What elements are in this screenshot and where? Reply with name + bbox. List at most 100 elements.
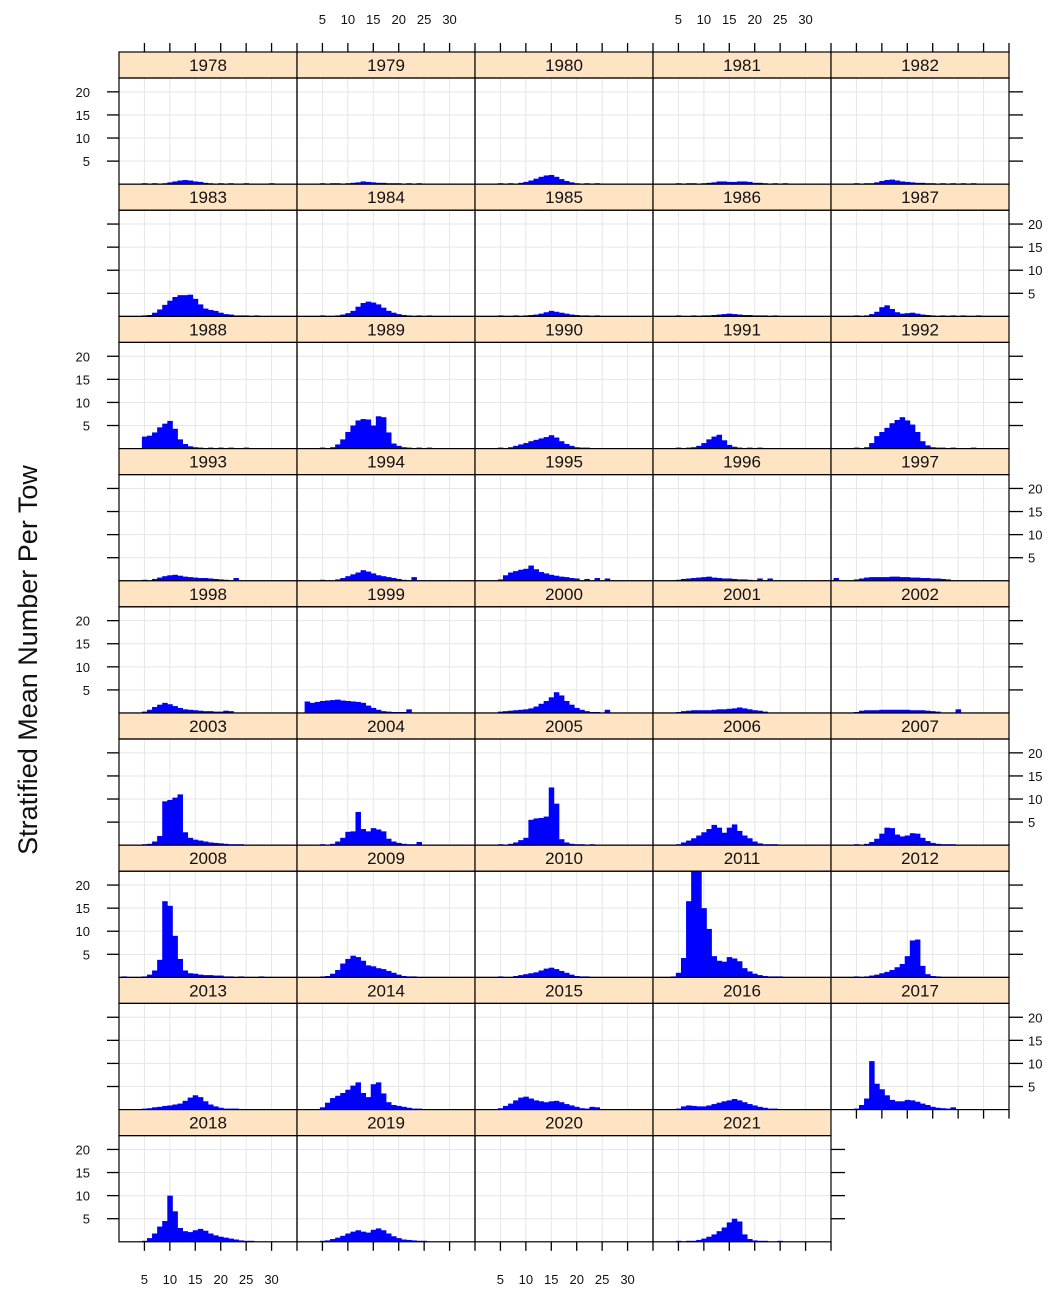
bar bbox=[543, 573, 550, 581]
bar bbox=[686, 901, 692, 978]
y-tick-label: 5 bbox=[83, 154, 90, 169]
bar bbox=[569, 1105, 575, 1110]
bar bbox=[146, 315, 153, 317]
bar bbox=[879, 307, 885, 317]
bar bbox=[167, 1195, 173, 1242]
bar bbox=[167, 575, 173, 581]
bar bbox=[858, 710, 865, 713]
bar bbox=[757, 182, 763, 185]
bar bbox=[691, 871, 697, 978]
bar bbox=[930, 711, 936, 713]
bar bbox=[319, 1107, 326, 1110]
bar bbox=[202, 578, 209, 581]
bar bbox=[350, 1231, 356, 1242]
bar bbox=[747, 181, 753, 185]
bar bbox=[141, 711, 148, 713]
panel-frame bbox=[118, 738, 298, 846]
bar bbox=[375, 829, 382, 846]
bar bbox=[747, 1239, 753, 1242]
bar bbox=[899, 181, 906, 185]
bar bbox=[548, 174, 555, 185]
bar bbox=[345, 576, 351, 581]
strip-label: 2000 bbox=[545, 585, 583, 604]
bar bbox=[742, 968, 748, 978]
bar bbox=[574, 707, 580, 713]
x-tick-label: 25 bbox=[773, 12, 787, 27]
bar bbox=[355, 1230, 361, 1242]
bar bbox=[533, 439, 539, 449]
bar bbox=[691, 447, 697, 449]
panel-frame bbox=[296, 474, 476, 582]
bar-series bbox=[121, 174, 982, 1242]
bar bbox=[675, 972, 682, 978]
bar bbox=[223, 710, 229, 713]
bar bbox=[319, 700, 326, 713]
bar bbox=[543, 1102, 550, 1110]
bar bbox=[146, 709, 153, 713]
bar bbox=[726, 957, 733, 978]
y-tick-label: 20 bbox=[76, 85, 90, 100]
bar bbox=[731, 958, 738, 978]
bar bbox=[909, 424, 916, 449]
strip-header bbox=[652, 712, 832, 740]
bar bbox=[187, 837, 194, 846]
bar bbox=[391, 578, 397, 581]
panel-frames: 1978 1979 1980 1981 1982 1983 1984 1985 1986 1987… bbox=[118, 51, 1010, 1243]
bar bbox=[197, 578, 204, 581]
bar bbox=[726, 444, 733, 449]
bar bbox=[345, 831, 351, 846]
panel-frame bbox=[296, 738, 476, 846]
bar bbox=[533, 569, 539, 581]
bar bbox=[497, 1108, 504, 1110]
bar bbox=[543, 312, 550, 317]
bar bbox=[182, 1100, 189, 1110]
y-tick-label: 10 bbox=[1028, 263, 1042, 278]
strip-label: 1981 bbox=[723, 56, 761, 75]
bar bbox=[187, 1097, 194, 1110]
bar bbox=[345, 431, 351, 449]
bar bbox=[742, 315, 748, 317]
x-tick-label: 15 bbox=[722, 12, 736, 27]
strip-header bbox=[296, 976, 476, 1005]
bar bbox=[365, 965, 372, 978]
x-tick-label: 15 bbox=[366, 12, 380, 27]
bar bbox=[858, 578, 865, 581]
bar bbox=[757, 975, 763, 978]
bar bbox=[172, 428, 178, 449]
bar bbox=[884, 577, 890, 581]
bar bbox=[909, 312, 916, 317]
bar bbox=[355, 1082, 361, 1110]
bar bbox=[594, 578, 600, 581]
bar bbox=[533, 1100, 539, 1110]
bar bbox=[218, 579, 224, 581]
bar bbox=[752, 1240, 758, 1242]
strip-header bbox=[118, 1108, 298, 1137]
bar bbox=[391, 972, 397, 978]
bar bbox=[375, 968, 382, 978]
bar bbox=[187, 446, 194, 449]
panel-frame bbox=[652, 1002, 832, 1111]
bar bbox=[380, 307, 387, 317]
bar bbox=[553, 969, 560, 978]
strip-label: 1995 bbox=[545, 453, 583, 472]
bar bbox=[574, 976, 580, 978]
bar bbox=[680, 958, 687, 978]
strip-label: 2021 bbox=[723, 1114, 761, 1133]
bar bbox=[187, 577, 194, 581]
strip-label: 2010 bbox=[545, 849, 583, 868]
bar bbox=[350, 1085, 356, 1110]
bar bbox=[594, 1107, 600, 1110]
bar bbox=[146, 974, 153, 978]
bar bbox=[416, 841, 422, 846]
bar bbox=[894, 1101, 901, 1110]
bar bbox=[558, 312, 565, 317]
bar bbox=[894, 312, 901, 317]
bar bbox=[213, 578, 219, 581]
bar bbox=[914, 313, 921, 317]
bar bbox=[899, 417, 906, 449]
bar bbox=[167, 300, 173, 317]
bar bbox=[375, 182, 382, 185]
bar bbox=[518, 1097, 524, 1110]
bar bbox=[182, 180, 189, 185]
bar bbox=[569, 182, 575, 185]
